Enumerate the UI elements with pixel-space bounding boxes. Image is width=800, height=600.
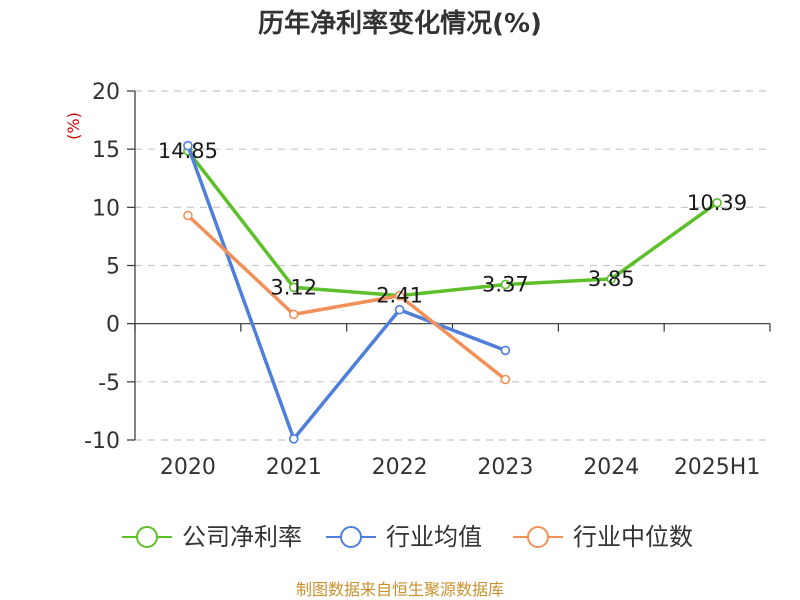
data-point [183,210,193,221]
data-point [288,434,299,444]
y-tick-label: 15 [92,138,120,163]
data-point [500,374,511,385]
y-tick-label: 10 [92,196,120,221]
data-point [183,140,193,151]
y-tick-label: 5 [106,255,120,280]
chart-title: 历年净利率变化情况(%) [258,8,542,39]
y-tick-label: 0 [106,313,120,338]
data-point [288,309,299,320]
data-label: 3.12 [270,275,317,299]
x-tick-label: 2021 [266,455,322,480]
data-label: 3.37 [482,272,529,296]
data-label: 10.39 [687,191,747,215]
x-tick-label: 2024 [583,455,639,480]
source-note: 制图数据来自恒生聚源数据库 [296,580,504,599]
x-tick-label: 2022 [372,455,428,480]
data-point [500,279,511,290]
legend-label: 行业均值 [386,523,482,551]
data-point [500,345,511,356]
axes: 20 15 10 5 0 -5 -10 2020 2021 2022 2023 2024 2025H1 [84,80,771,480]
y-tick-label: -10 [84,429,120,454]
data-labels: 14.85 3.12 2.41 3.37 3.85 10.39 [158,139,747,308]
data-point [394,304,405,315]
legend-marker-icon [527,526,549,548]
x-tick-label: 2023 [477,455,533,480]
legend-marker-icon [136,526,158,548]
data-label: 3.85 [588,267,635,291]
data-label: 2.41 [376,284,423,308]
data-point [288,282,299,293]
x-tick-label: 2020 [160,455,216,480]
y-tick-label: 20 [92,80,120,105]
data-point [712,197,722,208]
series-line-2 [186,214,507,381]
series-line-1 [186,145,507,441]
series-lines [183,140,722,444]
y-tick-label: -5 [98,371,120,396]
y-axis-unit: (%) [64,112,83,140]
x-tick-label: 2025H1 [674,455,761,480]
legend: 公司净利率 行业均值 行业中位数 [122,523,693,551]
legend-label: 行业中位数 [573,523,693,551]
legend-label: 公司净利率 [182,523,302,551]
legend-marker-icon [340,526,362,548]
series-line-0 [186,149,719,298]
data-point [394,290,405,301]
data-label: 14.85 [158,139,218,163]
data-point [606,274,617,284]
